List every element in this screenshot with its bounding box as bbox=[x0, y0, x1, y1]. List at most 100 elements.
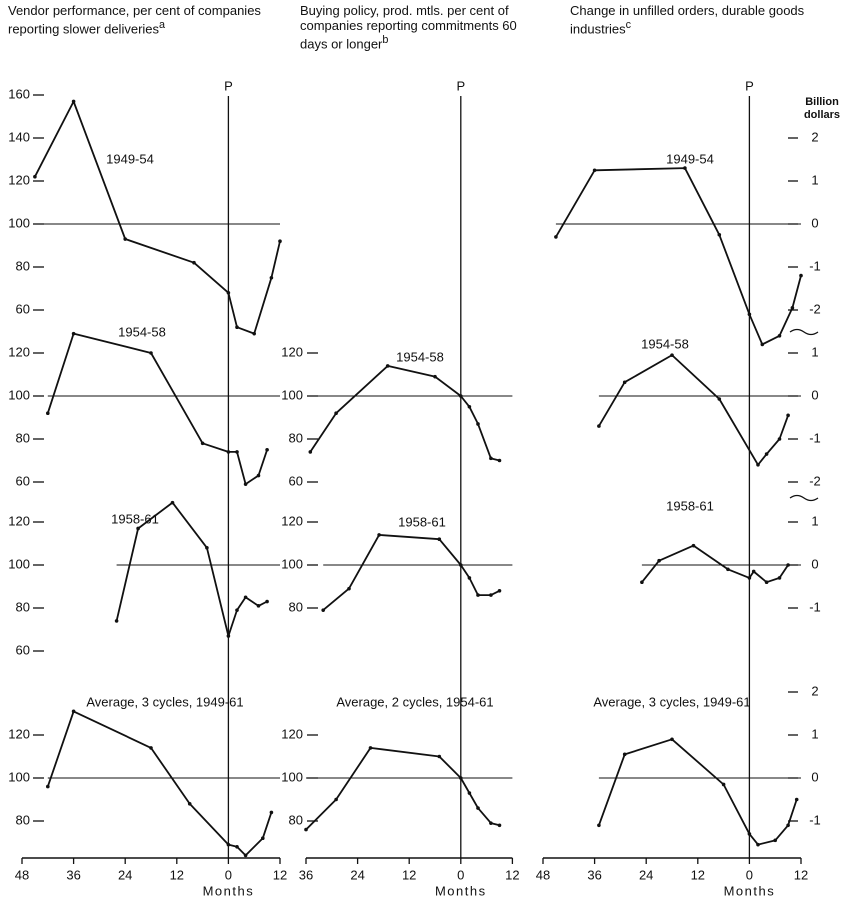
x-tick-label: 24 bbox=[118, 867, 132, 882]
x-axis-label: Months bbox=[724, 883, 776, 898]
point bbox=[459, 394, 463, 398]
column-title: Change in unfilled orders, durable goods… bbox=[570, 3, 805, 36]
x-axis-label: Months bbox=[203, 883, 255, 898]
point bbox=[437, 754, 442, 759]
point bbox=[497, 458, 502, 463]
point bbox=[71, 99, 76, 104]
point bbox=[226, 291, 231, 295]
x-tick-label: 0 bbox=[457, 867, 464, 882]
x-tick-label: 36 bbox=[587, 867, 601, 882]
point bbox=[205, 546, 209, 550]
point bbox=[243, 482, 248, 486]
point bbox=[747, 576, 752, 580]
panel-label: 1954-58 bbox=[396, 349, 444, 364]
point bbox=[476, 422, 480, 426]
y-tick-label: 140 bbox=[8, 129, 30, 144]
series-line bbox=[555, 167, 802, 346]
x-tick-label: 24 bbox=[639, 867, 653, 882]
y-tick-label: 120 bbox=[281, 726, 303, 741]
y-tick-label: 0 bbox=[811, 769, 818, 784]
panel-label: 1958-61 bbox=[666, 498, 714, 513]
x-tick-label: 12 bbox=[170, 867, 184, 882]
y-tick-label: 2 bbox=[811, 129, 818, 144]
point bbox=[433, 374, 437, 379]
y-tick-label: 0 bbox=[811, 556, 818, 571]
y-tick-label: 80 bbox=[289, 812, 303, 827]
point bbox=[334, 797, 338, 802]
point bbox=[149, 746, 153, 750]
point bbox=[334, 411, 338, 416]
point bbox=[670, 353, 674, 357]
point bbox=[114, 619, 119, 623]
point bbox=[33, 174, 37, 179]
title-text: Change in unfilled orders, durable goods… bbox=[570, 3, 805, 37]
point bbox=[777, 437, 782, 441]
panel-label: Average, 3 cycles, 1949-61 bbox=[593, 694, 750, 709]
point bbox=[321, 608, 326, 612]
x-tick-label: 0 bbox=[225, 867, 232, 882]
x-tick-label: 36 bbox=[66, 867, 80, 882]
point bbox=[226, 634, 231, 638]
y-tick-label: 80 bbox=[16, 812, 30, 827]
column-title: Vendor performance, per cent of companie… bbox=[8, 3, 283, 36]
point bbox=[751, 569, 756, 574]
point bbox=[243, 595, 248, 600]
point bbox=[261, 836, 265, 840]
footnote-mark: c bbox=[625, 19, 632, 31]
x-axis-label: Months bbox=[435, 883, 487, 898]
point bbox=[437, 537, 442, 541]
point bbox=[489, 593, 493, 597]
series-line bbox=[309, 365, 500, 462]
point bbox=[269, 810, 274, 815]
y-tick-label: 100 bbox=[281, 556, 303, 571]
y-tick-label: -1 bbox=[809, 812, 821, 827]
point bbox=[622, 380, 627, 385]
point bbox=[760, 342, 765, 347]
point bbox=[226, 450, 231, 454]
point bbox=[123, 237, 127, 241]
x-tick-label: 12 bbox=[794, 867, 808, 882]
x-tick-label: 12 bbox=[505, 867, 519, 882]
y-tick-label: 80 bbox=[16, 430, 30, 445]
point bbox=[683, 166, 687, 170]
point bbox=[149, 351, 153, 355]
point bbox=[747, 312, 752, 317]
point bbox=[235, 608, 239, 612]
y-tick-label: 1 bbox=[811, 513, 818, 528]
y-tick-label: -1 bbox=[809, 599, 821, 614]
y-tick-label: 120 bbox=[281, 513, 303, 528]
point bbox=[226, 842, 231, 847]
y-tick-label: 120 bbox=[8, 513, 30, 528]
point bbox=[71, 709, 76, 714]
y-tick-label: 120 bbox=[8, 172, 30, 187]
x-tick-label: 48 bbox=[15, 867, 29, 882]
point bbox=[467, 791, 472, 795]
point bbox=[265, 599, 269, 604]
point bbox=[790, 306, 795, 310]
point bbox=[786, 823, 790, 828]
point bbox=[717, 397, 722, 401]
point bbox=[46, 784, 50, 789]
point bbox=[777, 576, 782, 580]
y-tick-label: 1 bbox=[811, 172, 818, 187]
point bbox=[71, 331, 76, 336]
point bbox=[773, 838, 777, 843]
series-line bbox=[641, 544, 789, 584]
peak-label: P bbox=[745, 78, 754, 93]
point bbox=[235, 450, 239, 454]
y-tick-label: 60 bbox=[16, 473, 30, 488]
y-tick-label: 100 bbox=[281, 387, 303, 402]
point bbox=[489, 821, 493, 825]
panel-label: 1958-61 bbox=[111, 511, 159, 526]
x-tick-label: 12 bbox=[691, 867, 705, 882]
footnote-mark: b bbox=[382, 34, 389, 46]
y-axis-label: Billion dollars bbox=[803, 96, 841, 121]
point bbox=[235, 845, 239, 849]
point bbox=[794, 797, 799, 802]
point bbox=[256, 473, 261, 478]
point bbox=[497, 823, 502, 828]
series-line bbox=[305, 747, 500, 831]
y-tick-label: 120 bbox=[8, 344, 30, 359]
point bbox=[717, 232, 722, 237]
